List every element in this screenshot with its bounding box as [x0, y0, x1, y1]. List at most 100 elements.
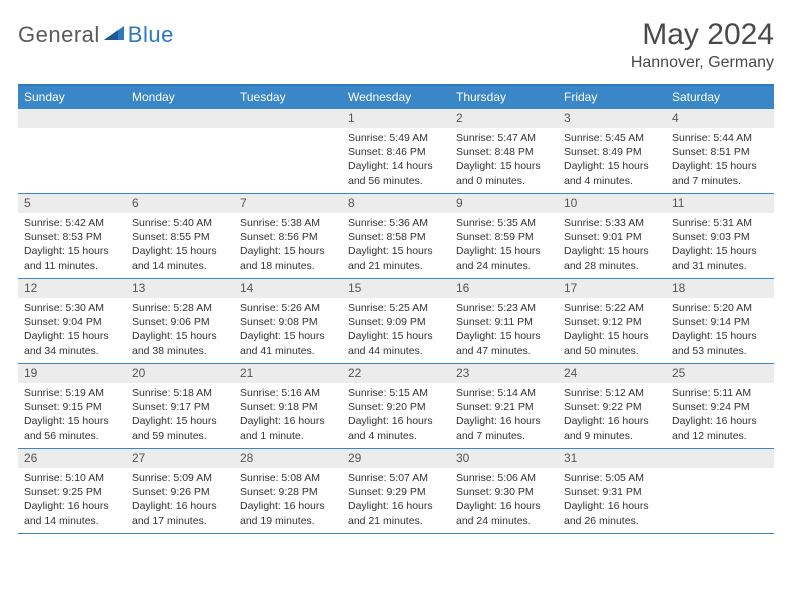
sunrise-line: Sunrise: 5:16 AM	[240, 386, 336, 400]
day-number: 22	[342, 364, 450, 383]
day-cell: 12 Sunrise: 5:30 AMSunset: 9:04 PMDayligh…	[18, 279, 126, 363]
day-number: 11	[666, 194, 774, 213]
sunrise-line: Sunrise: 5:47 AM	[456, 131, 552, 145]
day-cell: 5Sunrise: 5:42 AMSunset: 8:53 PMDaylight…	[18, 194, 126, 278]
day-number: 26	[18, 449, 126, 468]
sunset-line: Sunset: 9:24 PM	[672, 400, 768, 414]
day-body: Sunrise: 5:44 AMSunset: 8:51 PMDaylight:…	[666, 128, 774, 192]
day-body: Sunrise: 5:36 AMSunset: 8:58 PMDaylight:…	[342, 213, 450, 277]
daylight-line: Daylight: 15 hours and 28 minutes.	[564, 244, 660, 272]
day-body: Sunrise: 5:23 AMSunset: 9:11 PMDaylight:…	[450, 298, 558, 362]
empty-cell	[234, 109, 342, 193]
daylight-line: Daylight: 15 hours and 59 minutes.	[132, 414, 228, 442]
day-number: 1	[342, 109, 450, 128]
sunrise-line: Sunrise: 5:44 AM	[672, 131, 768, 145]
sunset-line: Sunset: 8:46 PM	[348, 145, 444, 159]
day-body: Sunrise: 5:19 AMSunset: 9:15 PMDaylight:…	[18, 383, 126, 447]
day-cell: 22Sunrise: 5:15 AMSunset: 9:20 PMDayligh…	[342, 364, 450, 448]
day-body: Sunrise: 5:11 AMSunset: 9:24 PMDaylight:…	[666, 383, 774, 447]
empty-cell	[666, 449, 774, 533]
day-number: 16	[450, 279, 558, 298]
day-number: 15	[342, 279, 450, 298]
day-cell: 30Sunrise: 5:06 AMSunset: 9:30 PMDayligh…	[450, 449, 558, 533]
daylight-line: Daylight: 16 hours and 21 minutes.	[348, 499, 444, 527]
title-block: May 2024 Hannover, Germany	[631, 18, 774, 72]
day-cell: 1Sunrise: 5:49 AMSunset: 8:46 PMDaylight…	[342, 109, 450, 193]
day-cell: 17Sunrise: 5:22 AMSunset: 9:12 PMDayligh…	[558, 279, 666, 363]
day-cell: 14Sunrise: 5:26 AMSunset: 9:08 PMDayligh…	[234, 279, 342, 363]
daylight-line: Daylight: 15 hours and 44 minutes.	[348, 329, 444, 357]
day-body: Sunrise: 5:18 AMSunset: 9:17 PMDaylight:…	[126, 383, 234, 447]
logo: General Blue	[18, 18, 174, 48]
daylight-line: Daylight: 16 hours and 1 minute.	[240, 414, 336, 442]
day-body: Sunrise: 5:26 AMSunset: 9:08 PMDaylight:…	[234, 298, 342, 362]
day-body: Sunrise: 5:49 AMSunset: 8:46 PMDaylight:…	[342, 128, 450, 192]
sunset-line: Sunset: 8:48 PM	[456, 145, 552, 159]
daylight-line: Daylight: 15 hours and 31 minutes.	[672, 244, 768, 272]
week-row: 19Sunrise: 5:19 AMSunset: 9:15 PMDayligh…	[18, 364, 774, 449]
day-number: 30	[450, 449, 558, 468]
day-cell: 10Sunrise: 5:33 AMSunset: 9:01 PMDayligh…	[558, 194, 666, 278]
day-number: 7	[234, 194, 342, 213]
day-number: 23	[450, 364, 558, 383]
sunset-line: Sunset: 9:11 PM	[456, 315, 552, 329]
day-number: 14	[234, 279, 342, 298]
day-cell: 25Sunrise: 5:11 AMSunset: 9:24 PMDayligh…	[666, 364, 774, 448]
sunset-line: Sunset: 9:08 PM	[240, 315, 336, 329]
day-number: 6	[126, 194, 234, 213]
daylight-line: Daylight: 15 hours and 34 minutes.	[24, 329, 120, 357]
sunset-line: Sunset: 9:20 PM	[348, 400, 444, 414]
day-body: Sunrise: 5:16 AMSunset: 9:18 PMDaylight:…	[234, 383, 342, 447]
day-number: 29	[342, 449, 450, 468]
sunset-line: Sunset: 9:12 PM	[564, 315, 660, 329]
sunset-line: Sunset: 8:49 PM	[564, 145, 660, 159]
day-body: Sunrise: 5:28 AMSunset: 9:06 PMDaylight:…	[126, 298, 234, 362]
sunset-line: Sunset: 9:31 PM	[564, 485, 660, 499]
daylight-line: Daylight: 15 hours and 38 minutes.	[132, 329, 228, 357]
weekday-header: Thursday	[450, 86, 558, 109]
sunrise-line: Sunrise: 5:25 AM	[348, 301, 444, 315]
daylight-line: Daylight: 16 hours and 14 minutes.	[24, 499, 120, 527]
day-cell: 21Sunrise: 5:16 AMSunset: 9:18 PMDayligh…	[234, 364, 342, 448]
sunrise-line: Sunrise: 5:40 AM	[132, 216, 228, 230]
day-number	[126, 109, 234, 128]
day-body: Sunrise: 5:47 AMSunset: 8:48 PMDaylight:…	[450, 128, 558, 192]
day-cell: 31Sunrise: 5:05 AMSunset: 9:31 PMDayligh…	[558, 449, 666, 533]
sunset-line: Sunset: 8:51 PM	[672, 145, 768, 159]
day-body: Sunrise: 5:25 AMSunset: 9:09 PMDaylight:…	[342, 298, 450, 362]
day-body: Sunrise: 5:20 AMSunset: 9:14 PMDaylight:…	[666, 298, 774, 362]
sunset-line: Sunset: 9:04 PM	[24, 315, 120, 329]
sunset-line: Sunset: 8:56 PM	[240, 230, 336, 244]
week-row: 26Sunrise: 5:10 AMSunset: 9:25 PMDayligh…	[18, 449, 774, 534]
daylight-line: Daylight: 15 hours and 0 minutes.	[456, 159, 552, 187]
day-body: Sunrise: 5:31 AMSunset: 9:03 PMDaylight:…	[666, 213, 774, 277]
sunset-line: Sunset: 9:30 PM	[456, 485, 552, 499]
weekday-header: Friday	[558, 86, 666, 109]
day-number: 31	[558, 449, 666, 468]
sunrise-line: Sunrise: 5:30 AM	[24, 301, 120, 315]
sunset-line: Sunset: 9:14 PM	[672, 315, 768, 329]
day-cell: 3Sunrise: 5:45 AMSunset: 8:49 PMDaylight…	[558, 109, 666, 193]
sunset-line: Sunset: 8:55 PM	[132, 230, 228, 244]
daylight-line: Daylight: 16 hours and 12 minutes.	[672, 414, 768, 442]
day-cell: 26Sunrise: 5:10 AMSunset: 9:25 PMDayligh…	[18, 449, 126, 533]
day-number: 24	[558, 364, 666, 383]
sunset-line: Sunset: 9:09 PM	[348, 315, 444, 329]
sunrise-line: Sunrise: 5:42 AM	[24, 216, 120, 230]
sunrise-line: Sunrise: 5:45 AM	[564, 131, 660, 145]
daylight-line: Daylight: 15 hours and 41 minutes.	[240, 329, 336, 357]
day-number: 12	[18, 279, 126, 298]
day-cell: 2Sunrise: 5:47 AMSunset: 8:48 PMDaylight…	[450, 109, 558, 193]
day-cell: 13Sunrise: 5:28 AMSunset: 9:06 PMDayligh…	[126, 279, 234, 363]
header: General Blue May 2024 Hannover, Germany	[18, 18, 774, 72]
day-body: Sunrise: 5:42 AMSunset: 8:53 PMDaylight:…	[18, 213, 126, 277]
day-cell: 19Sunrise: 5:19 AMSunset: 9:15 PMDayligh…	[18, 364, 126, 448]
day-body: Sunrise: 5:09 AMSunset: 9:26 PMDaylight:…	[126, 468, 234, 532]
sunrise-line: Sunrise: 5:49 AM	[348, 131, 444, 145]
empty-cell	[126, 109, 234, 193]
daylight-line: Daylight: 15 hours and 14 minutes.	[132, 244, 228, 272]
daylight-line: Daylight: 15 hours and 56 minutes.	[24, 414, 120, 442]
day-number	[666, 449, 774, 468]
day-number: 13	[126, 279, 234, 298]
day-cell: 7Sunrise: 5:38 AMSunset: 8:56 PMDaylight…	[234, 194, 342, 278]
